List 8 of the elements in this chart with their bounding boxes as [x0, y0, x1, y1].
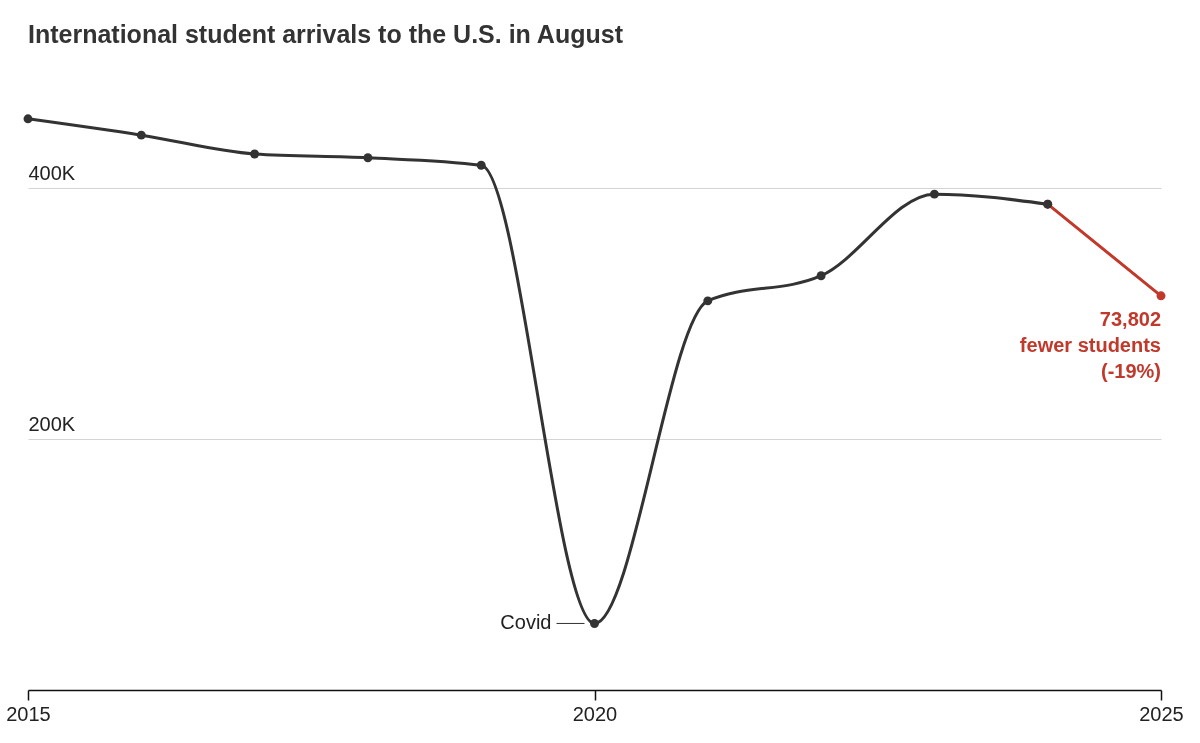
x-tick-label: 2015 [6, 702, 51, 725]
annotation: Covid [500, 611, 552, 634]
y-tick-label: 400K [28, 162, 76, 185]
x-tick-label: 2025 [1139, 702, 1184, 725]
y-tick-label: 200K [28, 413, 76, 436]
x-tick-label: 2020 [572, 702, 618, 725]
annotation: 73,802 fewer students (-19%) [1019, 307, 1161, 382]
chart-title: International student arrivals to the U.S. in August [28, 20, 623, 49]
